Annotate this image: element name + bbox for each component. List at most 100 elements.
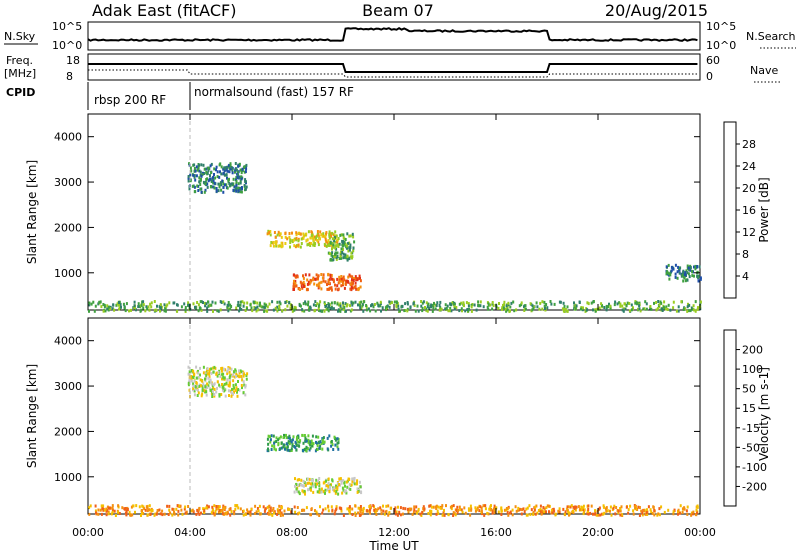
velocity-cell [215, 505, 218, 508]
velocity-cell [226, 378, 229, 382]
power-cell [316, 277, 319, 281]
power-cell [124, 309, 127, 313]
velocity-cell [620, 505, 623, 509]
power-cell [672, 267, 675, 271]
power-cell [685, 269, 688, 273]
velocity-cell [271, 513, 274, 517]
velocity-cell [318, 484, 321, 487]
power-cell [340, 284, 343, 288]
power-cell [204, 188, 207, 192]
power-cell [385, 305, 388, 309]
velocity-cell [234, 383, 237, 387]
power-cell [327, 239, 330, 243]
power-cell [332, 278, 335, 282]
velocity-cell [242, 513, 245, 517]
velocity-cell [515, 509, 518, 513]
velocity-cell [422, 505, 425, 509]
power-cell [563, 310, 566, 313]
power-cell [312, 278, 314, 282]
velocity-cell [310, 478, 313, 482]
velocity-cell [645, 511, 648, 514]
velocity-cell [329, 483, 332, 487]
power-cell [630, 308, 633, 312]
power-cell [440, 307, 443, 311]
power-cell [212, 179, 215, 183]
power-cell [688, 303, 691, 307]
velocity-cell [328, 490, 331, 494]
power-cell [324, 280, 327, 284]
velocity-cell [269, 435, 271, 439]
power-cell [299, 232, 302, 236]
power-cell [194, 305, 197, 309]
velocity-cell [345, 489, 347, 493]
velocity-cell [197, 369, 199, 373]
velocity-cell [193, 379, 196, 383]
power-cell [93, 309, 96, 313]
velocity-cell [455, 509, 458, 512]
velocity-cell [372, 504, 375, 508]
power-cell [312, 276, 315, 280]
power-cell [665, 305, 668, 309]
power-cell [421, 301, 424, 305]
power-colorbar-frame [723, 121, 737, 299]
power-cell [312, 239, 315, 243]
power-cell [663, 300, 666, 304]
power-cell [272, 244, 275, 248]
velocity-cell [329, 485, 332, 489]
velocity-cell [287, 436, 290, 440]
power-cell [345, 245, 348, 249]
power-cell [596, 307, 599, 311]
power-cell [406, 309, 409, 313]
velocity-cell [315, 478, 318, 482]
power-cell [318, 235, 321, 239]
velocity-cell [318, 487, 321, 491]
velocity-cell [474, 506, 477, 510]
velocity-cell [354, 511, 357, 515]
velocity-cell [423, 507, 426, 511]
velocity-cell [436, 509, 439, 513]
power-cell [450, 303, 453, 307]
power-cell [309, 305, 312, 309]
velocity-cell [197, 375, 200, 379]
velocity-cell [224, 368, 227, 372]
power-cell [200, 177, 202, 181]
velocity-cell [293, 505, 296, 509]
velocity-cell [228, 366, 231, 370]
velocity-cell [192, 382, 195, 386]
velocity-cell [321, 447, 324, 451]
power-cell [332, 237, 335, 241]
velocity-cell [357, 506, 360, 510]
velocity-cell [229, 378, 232, 382]
freq-tick-top: 18 [66, 54, 80, 67]
velocity-colorbar-frame [723, 329, 737, 507]
velocity-cell [196, 384, 199, 388]
velocity-cell [279, 447, 282, 451]
velocity-cell [399, 506, 402, 510]
velocity-cell [190, 375, 192, 379]
power-cell [438, 308, 441, 312]
velocity-cell [474, 509, 477, 513]
power-cell [242, 304, 245, 308]
velocity-cell [302, 484, 305, 488]
velocity-cell [309, 443, 312, 447]
velocity-cell [638, 514, 641, 517]
velocity-cell [579, 508, 581, 512]
nsky-tick-top: 10^5 [52, 20, 82, 33]
power-cell [122, 302, 125, 306]
power-cell [421, 309, 424, 313]
velocity-cell [294, 446, 297, 449]
power-cell [289, 303, 292, 307]
velocity-cell [517, 506, 520, 510]
power-cell [338, 278, 341, 282]
velocity-cell [566, 505, 569, 509]
power-cell [237, 176, 240, 180]
velocity-cell [587, 512, 590, 516]
velocity-cell [240, 374, 243, 378]
velocity-cell [194, 385, 197, 389]
power-cell [207, 166, 210, 170]
power-cell [325, 231, 328, 235]
power-cell [502, 306, 505, 310]
velocity-cell [202, 371, 205, 375]
velocity-cell [413, 505, 416, 509]
